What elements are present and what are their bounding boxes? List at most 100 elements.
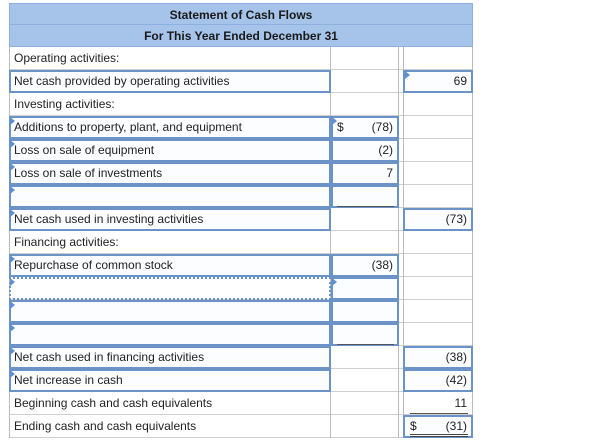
financing-blank-3-right-cell	[403, 323, 473, 346]
row-financing-blank-3	[9, 323, 473, 346]
additions-ppe-label-text: Additions to property, plant, and equipm…	[14, 120, 242, 134]
financing-blank-1-value-input[interactable]	[331, 277, 399, 300]
net-increase-total-value: (42)	[445, 373, 467, 387]
financing-heading-label: Financing activities:	[9, 231, 331, 254]
row-financing-heading: Financing activities:	[9, 231, 473, 254]
ending-cash-total-input[interactable]: $ (31)	[403, 415, 473, 438]
input-marker-icon	[332, 278, 337, 286]
operating-net-total-value: 69	[453, 74, 467, 88]
beginning-cash-label: Beginning cash and cash equivalents	[9, 392, 331, 415]
net-increase-label-input[interactable]: Net increase in cash	[9, 369, 331, 392]
row-operating-heading: Operating activities:	[9, 47, 473, 70]
financing-net-label-text: Net cash used in financing activities	[14, 350, 205, 364]
operating-heading-right-cell	[403, 47, 473, 70]
input-marker-icon	[10, 117, 15, 125]
ending-cash-total-value: (31)	[445, 419, 467, 433]
repurchase-label-text: Repurchase of common stock	[14, 258, 173, 272]
row-financing-blank-2	[9, 300, 473, 323]
investing-net-mid-cell	[331, 208, 399, 231]
loss-investments-value-input[interactable]: 7	[331, 162, 399, 185]
beginning-cash-total-value: 11	[454, 396, 467, 410]
investing-blank-label-input[interactable]	[9, 185, 331, 208]
loss-equipment-value: (2)	[378, 143, 393, 157]
additions-ppe-currency: $	[337, 120, 344, 134]
repurchase-right-cell	[403, 254, 473, 277]
row-operating-net: Net cash provided by operating activitie…	[9, 70, 473, 93]
net-increase-label-text: Net increase in cash	[14, 373, 123, 387]
operating-heading-label: Operating activities:	[9, 47, 331, 70]
financing-heading-mid-cell	[331, 231, 399, 254]
investing-heading-mid-cell	[331, 93, 399, 116]
financing-heading-right-cell	[403, 231, 473, 254]
ending-cash-label: Ending cash and cash equivalents	[9, 415, 331, 438]
financing-blank-2-value-input[interactable]	[331, 300, 399, 323]
repurchase-label-input[interactable]: Repurchase of common stock	[9, 254, 331, 277]
row-repurchase: Repurchase of common stock (38)	[9, 254, 473, 277]
input-marker-icon	[10, 140, 15, 148]
financing-net-total-input[interactable]: (38)	[403, 346, 473, 369]
beginning-cash-total-cell: 11	[403, 392, 473, 415]
operating-net-mid-cell	[331, 70, 399, 93]
input-marker-icon	[10, 347, 15, 355]
investing-net-total-value: (73)	[445, 212, 467, 226]
subtotal-underline	[410, 413, 468, 414]
loss-equipment-value-input[interactable]: (2)	[331, 139, 399, 162]
financing-net-mid-cell	[331, 346, 399, 369]
investing-heading-right-cell	[403, 93, 473, 116]
additions-ppe-value-input[interactable]: $ (78)	[331, 116, 399, 139]
additions-ppe-label-input[interactable]: Additions to property, plant, and equipm…	[9, 116, 331, 139]
total-double-underline	[410, 434, 468, 437]
investing-net-label-input[interactable]: Net cash used in investing activities	[9, 208, 331, 231]
subtotal-underline	[337, 344, 394, 345]
input-marker-icon	[10, 278, 15, 286]
row-additions-ppe: Additions to property, plant, and equipm…	[9, 116, 473, 139]
subtotal-underline	[337, 206, 394, 207]
statement-subtitle: For This Year Ended December 31	[9, 25, 473, 47]
financing-blank-1-label-input[interactable]	[9, 277, 331, 300]
loss-equipment-right-cell	[403, 139, 473, 162]
financing-blank-1-right-cell	[403, 277, 473, 300]
net-increase-mid-cell	[331, 369, 399, 392]
additions-ppe-value: (78)	[371, 120, 393, 134]
financing-blank-2-label-input[interactable]	[9, 300, 331, 323]
input-marker-icon	[10, 163, 15, 171]
cash-flow-worksheet: Statement of Cash Flows For This Year En…	[9, 3, 473, 438]
row-investing-blank	[9, 185, 473, 208]
row-ending-cash: Ending cash and cash equivalents $ (31)	[9, 415, 473, 438]
repurchase-value: (38)	[371, 258, 393, 272]
input-marker-icon	[332, 117, 337, 125]
row-loss-equipment: Loss on sale of equipment (2)	[9, 139, 473, 162]
statement-title: Statement of Cash Flows	[9, 3, 473, 25]
repurchase-value-input[interactable]: (38)	[331, 254, 399, 277]
ending-cash-currency: $	[410, 419, 417, 433]
investing-net-label-text: Net cash used in investing activities	[14, 212, 204, 226]
loss-equipment-label-text: Loss on sale of equipment	[14, 143, 155, 157]
financing-blank-2-right-cell	[403, 300, 473, 323]
row-financing-net: Net cash used in financing activities (3…	[9, 346, 473, 369]
beginning-cash-mid-cell	[331, 392, 399, 415]
operating-net-label-input[interactable]: Net cash provided by operating activitie…	[9, 70, 331, 93]
financing-blank-3-label-input[interactable]	[9, 323, 331, 346]
operating-net-total-input[interactable]: 69	[403, 70, 473, 93]
input-marker-icon	[405, 71, 410, 79]
input-marker-icon	[10, 186, 15, 194]
loss-investments-label-text: Loss on sale of investments	[14, 166, 163, 180]
financing-net-label-input[interactable]: Net cash used in financing activities	[9, 346, 331, 369]
investing-heading-label: Investing activities:	[9, 93, 331, 116]
operating-heading-mid-cell	[331, 47, 399, 70]
loss-investments-value: 7	[386, 166, 393, 180]
loss-investments-label-input[interactable]: Loss on sale of investments	[9, 162, 331, 185]
input-marker-icon	[10, 255, 15, 263]
row-investing-net: Net cash used in investing activities (7…	[9, 208, 473, 231]
investing-net-total-input[interactable]: (73)	[403, 208, 473, 231]
financing-blank-3-value-input[interactable]	[331, 323, 399, 346]
net-increase-total-input[interactable]: (42)	[403, 369, 473, 392]
ending-cash-mid-cell	[331, 415, 399, 438]
row-investing-heading: Investing activities:	[9, 93, 473, 116]
row-net-increase: Net increase in cash (42)	[9, 369, 473, 392]
loss-investments-right-cell	[403, 162, 473, 185]
row-financing-blank-1	[9, 277, 473, 300]
input-marker-icon	[10, 301, 15, 309]
investing-blank-value-input[interactable]	[331, 185, 399, 208]
loss-equipment-label-input[interactable]: Loss on sale of equipment	[9, 139, 331, 162]
